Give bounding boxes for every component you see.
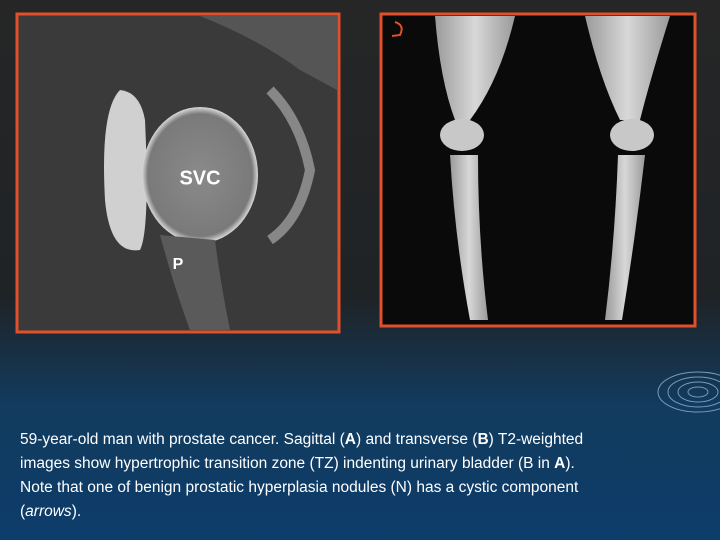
caption-text: ) and transverse ( bbox=[356, 431, 478, 448]
caption-text: A bbox=[554, 455, 566, 472]
caption-text: ). bbox=[565, 455, 575, 472]
caption-text: 59-year-old man with prostate cancer. Sa… bbox=[20, 431, 345, 448]
caption-text: arrows bbox=[25, 503, 72, 520]
caption-text: ( bbox=[20, 503, 26, 520]
mri-image: SVC P bbox=[15, 12, 341, 334]
caption-text: ) T2-weighted bbox=[488, 431, 584, 448]
caption-text: A bbox=[344, 431, 356, 448]
caption-text: B bbox=[477, 431, 489, 448]
ripple-decoration bbox=[657, 371, 720, 413]
caption-text: ). bbox=[71, 503, 82, 520]
image-label: SVC bbox=[179, 167, 220, 189]
image-label: P bbox=[173, 256, 184, 273]
caption-text: Note that one of benign prostatic hyperp… bbox=[20, 479, 579, 496]
xray-image bbox=[379, 12, 697, 328]
caption: 59-year-old man with prostate cancer. Sa… bbox=[20, 428, 710, 524]
caption-text: images show hypertrophic transition zone… bbox=[20, 455, 555, 472]
